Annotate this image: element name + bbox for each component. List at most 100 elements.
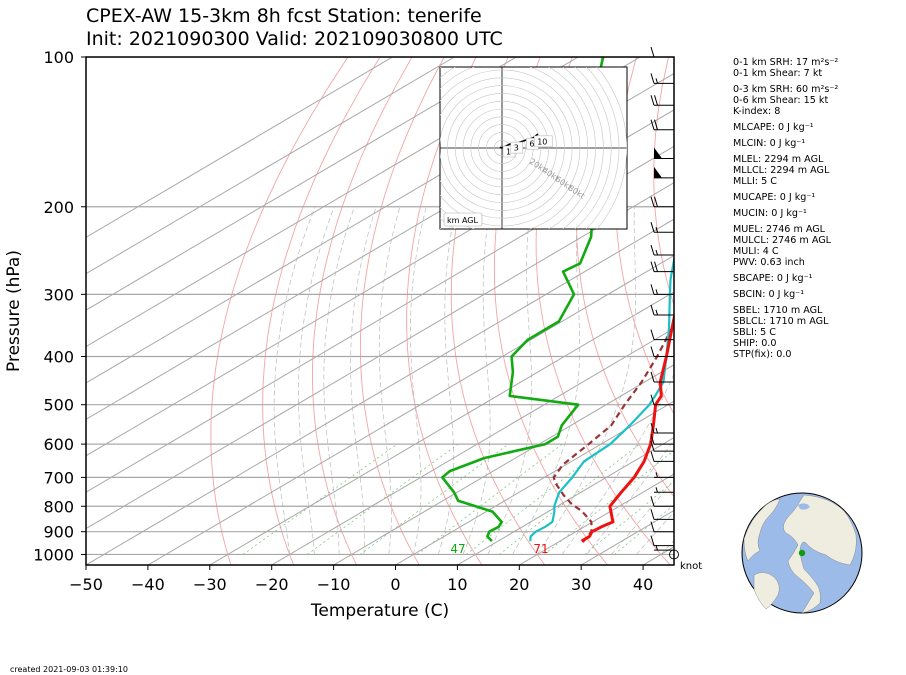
isotherm (86, 57, 455, 275)
wind-barb (650, 304, 674, 316)
x-tick-label: 30 (571, 575, 591, 594)
svg-text:6: 6 (529, 140, 534, 149)
wind-barb (654, 166, 674, 179)
wind-units-label: knot (680, 561, 702, 572)
wind-barb (650, 95, 674, 106)
stability-index: MUCAPE: 0 J kg⁻¹ (733, 192, 816, 203)
stability-index: SBCIN: 0 J kg⁻¹ (733, 289, 805, 300)
y-tick-label: 900 (43, 523, 74, 542)
moist-adiabat (323, 206, 355, 555)
location-globe (741, 492, 863, 614)
isotherm (86, 57, 579, 348)
stability-index: MLLI: 5 C (733, 176, 777, 187)
wind-barb (650, 509, 674, 520)
africa-europe-land (783, 494, 857, 614)
x-tick-label: −40 (131, 575, 165, 594)
moist-adiabat (273, 206, 316, 555)
stability-index: 0-3 km SRH: 60 m²s⁻² (733, 84, 839, 95)
wind-barb (650, 346, 674, 358)
moist-adiabat (536, 206, 636, 555)
isotherm (333, 364, 674, 565)
stability-index: 0-6 km Shear: 15 kt (733, 95, 829, 106)
isotherm (457, 437, 674, 565)
isotherm (86, 218, 674, 565)
dry-adiabat (653, 57, 674, 307)
isotherm (86, 57, 393, 238)
hodograph-ring (440, 77, 573, 219)
stability-index: MLCAPE: 0 J kg⁻¹ (733, 122, 814, 133)
hodograph-ring (440, 85, 565, 211)
hodograph-label: km AGL (447, 216, 479, 225)
wind-barb (650, 261, 674, 273)
stability-index: SHIP: 0.0 (733, 338, 777, 349)
mixing-ratio-line (242, 443, 398, 555)
stability-index: MUEL: 2746 m AGL (733, 224, 826, 235)
y-axis-label: Pressure (hPa) (4, 250, 24, 372)
moist-adiabat (611, 479, 674, 555)
wind-barb (654, 472, 674, 478)
stability-index: SBEL: 1710 m AGL (733, 305, 823, 316)
x-tick-label: −30 (193, 575, 227, 594)
y-tick-label: 300 (43, 285, 74, 304)
stability-index: K-index: 8 (733, 106, 781, 117)
created-timestamp: created 2021-09-03 01:39:10 (10, 665, 128, 674)
stability-index: SBLCL: 1710 m AGL (733, 316, 829, 327)
hodograph-ring (440, 67, 589, 229)
isotherm (209, 291, 674, 565)
wind-barb (650, 119, 674, 131)
isotherm (519, 473, 674, 565)
wind-barb (650, 196, 674, 208)
dry-adiabat (615, 57, 674, 415)
isotherm (271, 327, 674, 565)
hodograph-ring (440, 67, 596, 229)
hodograph-ring (585, 67, 620, 229)
stability-index: MLEL: 2294 m AGL (733, 154, 824, 165)
surface-temperature-label: 71 (533, 542, 548, 556)
svg-text:10: 10 (537, 137, 547, 146)
svg-text:3: 3 (514, 144, 519, 153)
x-tick-label: −50 (69, 575, 103, 594)
hodograph-ring (478, 124, 526, 172)
stability-index: MLLCL: 2294 m AGL (733, 165, 830, 176)
y-tick-label: 200 (43, 198, 74, 217)
wind-barb (650, 329, 674, 341)
chart-title: CPEX-AW 15-3km 8h fcst Station: tenerife (86, 5, 482, 27)
stability-index: MUCIN: 0 J kg⁻¹ (733, 208, 807, 219)
surface-dewpoint-label: 47 (450, 542, 465, 556)
stability-index: STP(fix): 0.0 (733, 349, 792, 360)
station-marker (798, 549, 806, 557)
plot-frame (85, 56, 675, 566)
dry-adiabat (359, 57, 445, 565)
x-axis-label: Temperature (C) (310, 601, 449, 621)
stability-index: 0-1 km Shear: 7 kt (733, 68, 823, 79)
wind-barb (650, 521, 674, 533)
wind-barb (650, 394, 674, 406)
moist-adiabat (350, 206, 377, 555)
hodograph-ring (454, 100, 550, 196)
dry-adiabat (262, 57, 381, 565)
x-tick-label: 40 (633, 575, 653, 594)
dry-adiabat (893, 57, 906, 567)
moist-adiabat (636, 511, 674, 555)
dry-adiabat (210, 57, 349, 565)
south-america-land (753, 572, 780, 610)
mixing-ratio-line (584, 480, 674, 555)
x-tick-label: 20 (509, 575, 529, 594)
wind-barb (650, 535, 674, 547)
wind-barb (650, 433, 674, 445)
wind-barb (650, 244, 674, 256)
y-tick-label: 800 (43, 497, 74, 516)
stability-index: MULI: 4 C (733, 246, 779, 257)
wind-barb (654, 487, 674, 493)
wind-barbs (650, 46, 679, 560)
moist-adiabat (410, 206, 427, 555)
mediterranean-sea (798, 503, 810, 510)
wind-barb (650, 451, 674, 462)
stability-index: SBLI: 5 C (733, 327, 776, 338)
stability-index: MLCIN: 0 J kg⁻¹ (733, 138, 806, 149)
isotherm (86, 145, 674, 493)
moist-adiabat (487, 206, 533, 555)
hodograph-ring (440, 69, 581, 227)
wind-barb (650, 441, 674, 452)
